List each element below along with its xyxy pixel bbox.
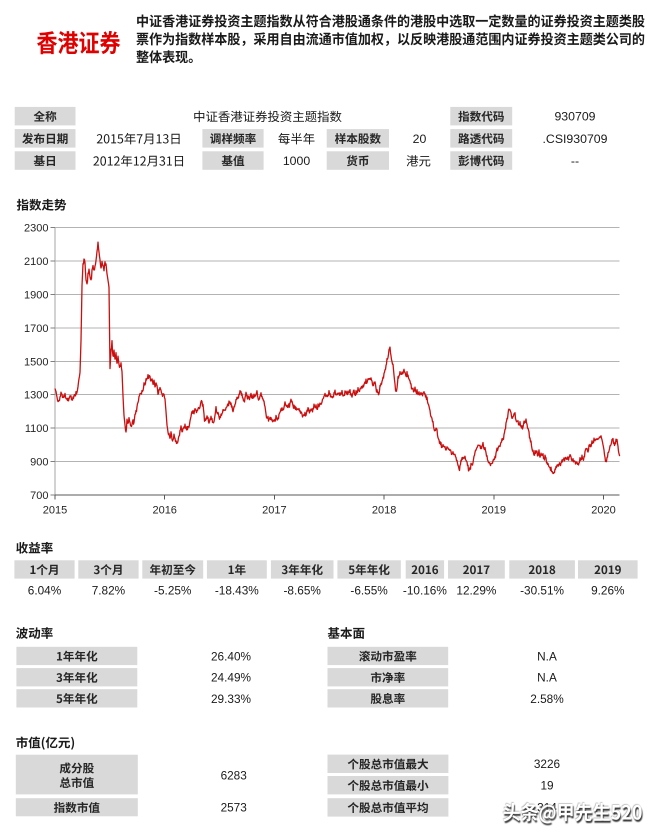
svg-text:12.29%: 12.29% xyxy=(456,584,497,598)
svg-text:2573: 2573 xyxy=(221,801,248,815)
svg-text:2015: 2015 xyxy=(43,505,67,517)
svg-text:19: 19 xyxy=(540,778,553,792)
svg-text:2018: 2018 xyxy=(372,505,396,517)
svg-text:1900: 1900 xyxy=(24,289,48,301)
svg-text:-8.65%: -8.65% xyxy=(284,584,322,598)
svg-text:2019: 2019 xyxy=(482,505,506,517)
svg-text:7.82%: 7.82% xyxy=(92,584,126,598)
svg-text:24.49%: 24.49% xyxy=(211,671,252,685)
svg-text:2017: 2017 xyxy=(262,505,286,517)
svg-text:3226: 3226 xyxy=(534,757,561,771)
svg-text:1000: 1000 xyxy=(283,154,311,168)
svg-text:2016: 2016 xyxy=(152,505,176,517)
svg-text:--: -- xyxy=(571,154,579,168)
svg-text:-10.16%: -10.16% xyxy=(403,584,447,598)
svg-text:6283: 6283 xyxy=(221,769,248,783)
svg-text:9.26%: 9.26% xyxy=(591,584,625,598)
svg-text:1100: 1100 xyxy=(25,423,49,435)
svg-text:700: 700 xyxy=(30,490,48,502)
svg-text:2300: 2300 xyxy=(24,223,48,235)
svg-text:930709: 930709 xyxy=(554,110,595,124)
svg-text:1500: 1500 xyxy=(24,356,48,368)
svg-text:1700: 1700 xyxy=(24,323,48,335)
svg-text:1300: 1300 xyxy=(24,390,48,402)
svg-text:-5.25%: -5.25% xyxy=(154,584,192,598)
svg-text:29.33%: 29.33% xyxy=(211,692,252,706)
svg-text:26.40%: 26.40% xyxy=(211,649,252,663)
svg-text:20: 20 xyxy=(413,132,427,146)
svg-text:N.A: N.A xyxy=(537,649,557,663)
svg-text:N.A: N.A xyxy=(537,671,557,685)
svg-text:2100: 2100 xyxy=(24,256,48,268)
svg-text:6.04%: 6.04% xyxy=(28,584,62,598)
svg-text:-6.55%: -6.55% xyxy=(350,584,388,598)
svg-text:900: 900 xyxy=(30,457,48,469)
svg-text:.CSI930709: .CSI930709 xyxy=(543,132,608,146)
svg-text:2.58%: 2.58% xyxy=(530,692,564,706)
svg-text:2020: 2020 xyxy=(591,505,615,517)
svg-text:-18.43%: -18.43% xyxy=(215,584,259,598)
svg-text:-30.51%: -30.51% xyxy=(520,584,564,598)
